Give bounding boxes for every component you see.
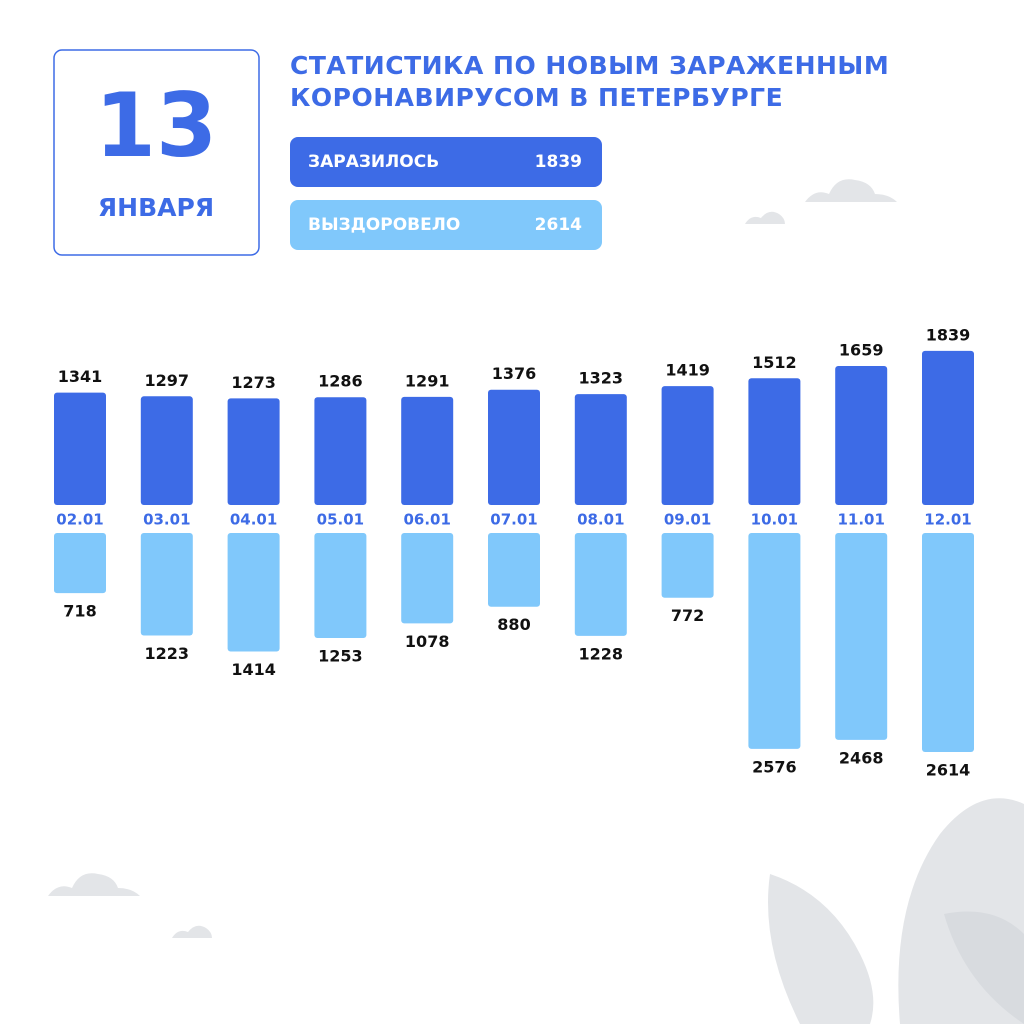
- bar: [314, 397, 367, 505]
- month: ЯНВАРЯ: [98, 193, 214, 222]
- bar: [574, 533, 627, 636]
- value-label: 1223: [145, 644, 190, 663]
- value-label: 1839: [926, 325, 971, 344]
- value-label: 1323: [579, 369, 624, 388]
- bar: [227, 398, 280, 505]
- title: СТАТИСТИКА ПО НОВЫМ ЗАРАЖЕННЫМ КОРОНАВИР…: [290, 51, 890, 112]
- x-tick-label: 11.01: [837, 511, 884, 529]
- value-label: 2614: [926, 761, 971, 780]
- value-label: 880: [497, 615, 530, 634]
- x-tick-label: 02.01: [56, 511, 103, 529]
- bar: [488, 389, 540, 505]
- x-tick-label: 10.01: [751, 511, 798, 529]
- bar: [140, 533, 193, 636]
- bar: [54, 392, 106, 505]
- x-tick-label: 06.01: [403, 511, 450, 529]
- bar: [748, 533, 801, 749]
- value-label: 1419: [665, 361, 710, 380]
- bar: [661, 533, 714, 598]
- value-label: 1659: [839, 340, 884, 359]
- x-tick-label: 04.01: [230, 511, 277, 529]
- value-label: 1291: [405, 371, 450, 390]
- decoration: [48, 179, 1024, 1024]
- summary-box: [290, 137, 602, 187]
- x-tick-label: 08.01: [577, 511, 624, 529]
- bar: [922, 533, 974, 753]
- bar: [835, 533, 888, 740]
- value-label: 718: [63, 602, 96, 621]
- value-label: 772: [671, 606, 704, 625]
- summary-value: 2614: [535, 215, 582, 235]
- value-label: 1273: [231, 373, 276, 392]
- bar: [574, 394, 627, 505]
- value-label: 1376: [492, 364, 537, 383]
- value-label: 1253: [318, 647, 363, 666]
- bar: [314, 533, 367, 639]
- date-box: [53, 49, 260, 256]
- bar: [488, 533, 540, 607]
- summary-box: [290, 200, 602, 250]
- bar: [835, 365, 888, 505]
- value-label: 1286: [318, 372, 363, 391]
- value-label: 1512: [752, 353, 797, 372]
- bar: [227, 533, 280, 652]
- bar: [54, 533, 106, 594]
- value-label: 1078: [405, 632, 450, 651]
- value-label: 2468: [839, 748, 884, 767]
- bar: [140, 396, 193, 505]
- bar: [661, 386, 714, 505]
- summary-value: 1839: [535, 152, 582, 172]
- x-tick-label: 07.01: [490, 511, 537, 529]
- bar: [401, 533, 454, 624]
- x-tick-label: 03.01: [143, 511, 190, 529]
- value-label: 1297: [145, 371, 190, 390]
- x-tick-label: 12.01: [924, 511, 971, 529]
- bar: [922, 350, 974, 505]
- bar: [748, 378, 801, 505]
- summary-label: ВЫЗДОРОВЕЛО: [308, 215, 460, 235]
- summary-label: ЗАРАЗИЛОСЬ: [308, 152, 439, 172]
- value-label: 1341: [58, 367, 103, 386]
- value-label: 2576: [752, 757, 797, 776]
- value-label: 1414: [231, 660, 276, 679]
- bar: [401, 396, 454, 505]
- day: 13: [95, 74, 217, 177]
- value-label: 1228: [579, 644, 624, 663]
- x-tick-label: 09.01: [664, 511, 711, 529]
- x-tick-label: 05.01: [317, 511, 364, 529]
